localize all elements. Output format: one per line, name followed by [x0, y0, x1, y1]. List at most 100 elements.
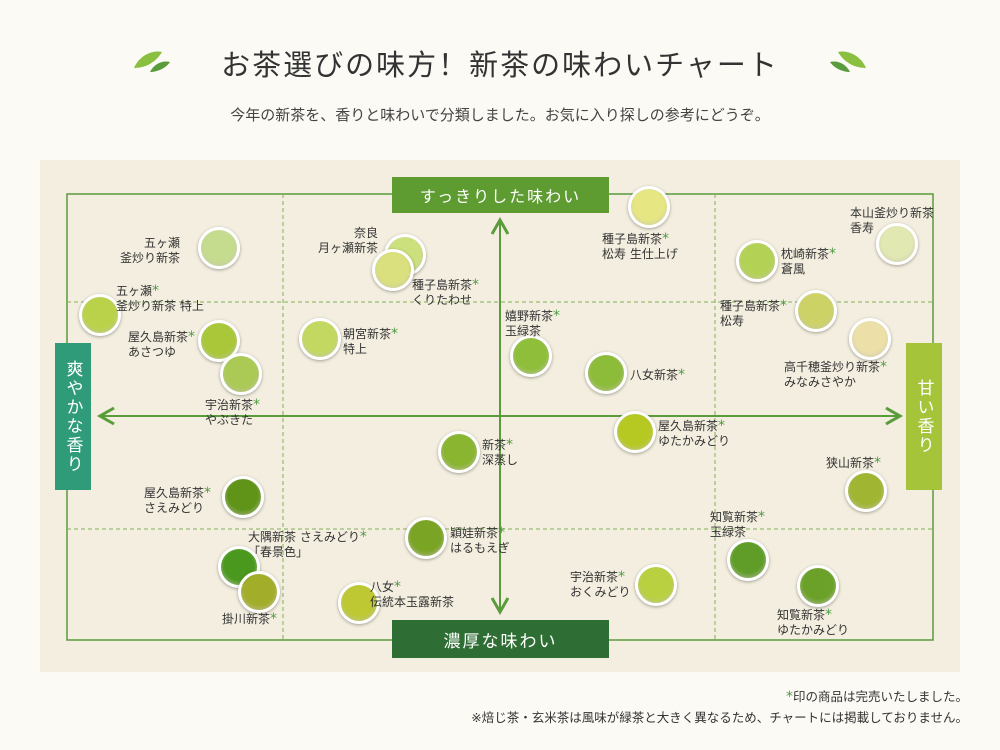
tea-cup-icon [635, 564, 677, 606]
tea-cup-icon [849, 318, 891, 360]
tea-label: 朝宮新茶* 特上 [343, 327, 398, 357]
tea-label-line: 大隅新茶 さえみどり* [248, 529, 367, 545]
axis-label-rich-taste: 濃厚な味わい [392, 620, 609, 658]
tea-label: 八女新茶* [630, 368, 685, 383]
tea-label: 宇治新茶* おくみどり [570, 570, 630, 600]
sold-out-mark: * [662, 231, 670, 247]
sold-out-mark: * [678, 367, 686, 383]
tea-cup-icon [198, 227, 240, 269]
sold-out-mark: * [270, 611, 278, 627]
sold-out-mark: * [391, 326, 399, 342]
tea-label: 知覧新茶* ゆたかみどり [777, 608, 849, 638]
tea-cup-icon [79, 294, 121, 336]
tea-label-line: 五ヶ瀬 [144, 236, 181, 250]
sold-out-mark: * [553, 308, 561, 324]
tea-label-line: 本山釜炒り新茶 [850, 206, 935, 220]
tea-label: 五ヶ瀬 釜炒り新茶 [120, 236, 180, 266]
axis-label-fresh-aroma: 爽やかな香り [55, 343, 91, 490]
tea-label-line: くりたわせ [412, 293, 473, 307]
tea-label-line: 穎娃新茶* [450, 525, 506, 541]
tea-label-line: 屋久島新茶* [144, 485, 212, 501]
tea-label: 屋久島新茶* さえみどり [144, 486, 211, 516]
tea-label: 本山釜炒り新茶 香寿 [850, 206, 934, 236]
sold-out-mark: * [204, 485, 212, 501]
tea-label-line: 蒼風 [781, 262, 806, 276]
tea-label-line: 宇治新茶* [570, 569, 626, 585]
tea-label: 五ヶ瀬* 釜炒り新茶 特上 [116, 284, 204, 314]
tea-label-line: 狭山新茶* [826, 455, 882, 471]
tea-label: 掛川新茶* [222, 612, 277, 627]
tea-label-line: はるもえぎ [450, 541, 510, 555]
tea-label: 狭山新茶* [826, 456, 881, 471]
tea-label-line: 知覧新茶* [777, 607, 833, 623]
page-title: お茶選びの味方！新茶の味わいチャート [221, 48, 779, 82]
tea-label: 種子島新茶* 松寿 生仕上げ [602, 232, 678, 262]
tea-label: 屋久島新茶* ゆたかみどり [658, 419, 730, 449]
tea-label: 種子島新茶* 松寿 [720, 299, 787, 329]
tea-label: 八女* 伝統本玉露新茶 [370, 580, 454, 610]
tea-cup-icon [845, 470, 887, 512]
sold-out-mark: * [780, 298, 788, 314]
tea-label: 穎娃新茶* はるもえぎ [450, 526, 510, 556]
tea-label-line: みなみさやか [784, 375, 857, 389]
tea-label: 新茶* 深蒸し [482, 438, 518, 468]
tea-cup-icon [628, 186, 670, 228]
tea-cup-icon [795, 290, 837, 332]
tea-label-line: おくみどり [570, 585, 631, 599]
tea-label: 知覧新茶* 玉緑茶 [710, 510, 765, 540]
sold-out-mark: * [880, 359, 888, 375]
tea-label-line: 月ヶ瀬新茶 [318, 241, 379, 255]
sold-out-mark: * [188, 329, 196, 345]
tea-cup-icon [238, 571, 280, 613]
page-subtitle: 今年の新茶を、香りと味わいで分類しました。お気に入り探しの参考にどうぞ。 [230, 106, 770, 124]
tea-label-line: 玉緑茶 [710, 525, 747, 539]
tea-label-line: 釜炒り新茶 [120, 251, 181, 265]
sold-out-note: *印の商品は完売いたしました。 [785, 689, 968, 705]
tea-label-line: 嬉野新茶* [505, 308, 561, 324]
sold-out-mark: * [253, 397, 261, 413]
tea-label-line: 屋久島新茶* [128, 329, 196, 345]
tea-label-line: 知覧新茶* [710, 509, 766, 525]
sold-out-mark: * [152, 283, 160, 299]
axis-label-sweet-aroma: 甘い香り [906, 343, 942, 490]
tea-label-line: 五ヶ瀬* [116, 283, 160, 299]
axis-label-clean-taste: すっきりした味わい [392, 177, 609, 213]
tea-label-line: 特上 [343, 342, 368, 356]
tea-cup-icon [299, 318, 341, 360]
tea-label-line: 「春景色」 [248, 545, 309, 559]
tea-label-line: 種子島新茶* [602, 231, 670, 247]
sold-out-mark: * [718, 418, 726, 434]
tea-label-line: 種子島新茶* [720, 298, 788, 314]
tea-cup-icon [797, 565, 839, 607]
tea-leaf-icon [134, 51, 170, 72]
tea-label: 種子島新茶* くりたわせ [412, 278, 479, 308]
sold-out-mark: * [874, 455, 882, 471]
tea-cup-icon [510, 335, 552, 377]
tea-cup-icon [876, 223, 918, 265]
sold-out-mark: * [394, 579, 402, 595]
tea-label-line: 屋久島新茶* [658, 418, 726, 434]
tea-cup-icon [438, 431, 480, 473]
excluded-note: ※焙じ茶・玄米茶は風味が緑茶と大きく異なるため、チャートには掲載しておりません。 [471, 710, 968, 725]
tea-label: 嬉野新茶* 玉緑茶 [505, 309, 560, 339]
sold-out-mark: * [618, 569, 626, 585]
tea-cup-icon [372, 249, 414, 291]
sold-out-mark: * [829, 246, 837, 262]
tea-label-line: 松寿 生仕上げ [602, 247, 678, 261]
tea-label-line: さえみどり [144, 501, 205, 515]
tea-label: 宇治新茶* やぶきた [205, 398, 260, 428]
tea-label-line: 八女* [370, 579, 402, 595]
sold-out-mark: * [498, 525, 506, 541]
sold-out-mark: * [472, 277, 480, 293]
tea-label-line: 香寿 [850, 221, 875, 235]
tea-label-line: ゆたかみどり [777, 623, 850, 637]
tea-label-line: 高千穂釜炒り新茶* [784, 359, 888, 375]
tea-label-line: 伝統本玉露新茶 [370, 595, 455, 609]
tea-label-line: 新茶* [482, 437, 514, 453]
sold-out-mark: * [506, 437, 514, 453]
tea-label: 奈良 月ヶ瀬新茶 [318, 226, 378, 256]
tea-label-line: 宇治新茶* [205, 397, 261, 413]
tea-label-line: あさつゆ [128, 345, 177, 359]
sold-out-mark: * [359, 529, 367, 545]
tea-label-line: ゆたかみどり [658, 434, 731, 448]
